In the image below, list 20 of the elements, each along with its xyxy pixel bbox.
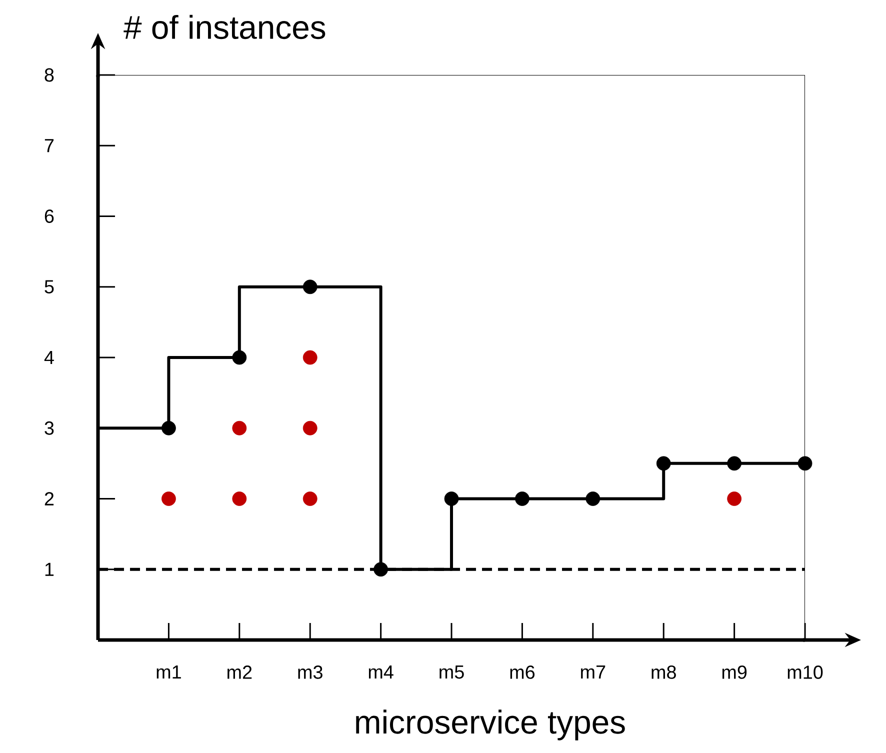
x-tick-label: m5: [440, 666, 464, 679]
y-tick-label: 2: [44, 492, 54, 506]
x-tick-label: m9: [722, 666, 747, 679]
x-tick-label: m3: [298, 666, 322, 679]
x-tick-label: m6: [510, 666, 535, 679]
x-tick-label: m7: [581, 666, 606, 679]
x-tick-label: m10: [788, 666, 823, 679]
x-axis-title: microservice types: [356, 710, 625, 740]
y-tick-label: 4: [44, 350, 54, 364]
y-tick-label: 3: [44, 421, 54, 435]
x-tick-label: m4: [368, 666, 394, 679]
y-tick-label: 1: [45, 562, 54, 576]
y-tick-label: 7: [44, 139, 54, 152]
y-tick-label: 8: [44, 68, 54, 82]
y-axis-title: # of instances: [124, 14, 326, 40]
x-tick-label: m1: [156, 666, 181, 679]
y-tick-label: 5: [44, 280, 54, 294]
x-tick-label: m8: [652, 666, 676, 679]
y-tick-label: 6: [44, 210, 54, 223]
x-tick-label: m2: [228, 666, 252, 679]
